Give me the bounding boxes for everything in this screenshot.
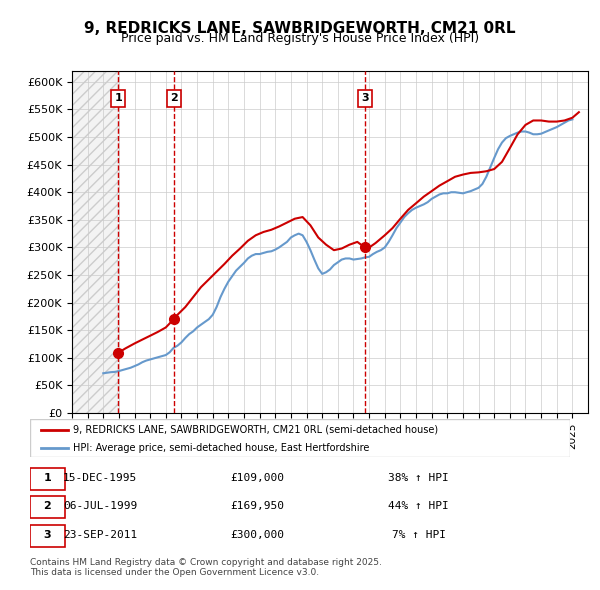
Text: 7% ↑ HPI: 7% ↑ HPI bbox=[392, 530, 446, 540]
Text: 9, REDRICKS LANE, SAWBRIDGEWORTH, CM21 0RL: 9, REDRICKS LANE, SAWBRIDGEWORTH, CM21 0… bbox=[84, 21, 516, 35]
Text: 9, REDRICKS LANE, SAWBRIDGEWORTH, CM21 0RL (semi-detached house): 9, REDRICKS LANE, SAWBRIDGEWORTH, CM21 0… bbox=[73, 425, 439, 435]
Text: £169,950: £169,950 bbox=[230, 501, 284, 511]
FancyBboxPatch shape bbox=[30, 496, 65, 518]
Text: 06-JUL-1999: 06-JUL-1999 bbox=[63, 501, 137, 511]
Text: 15-DEC-1995: 15-DEC-1995 bbox=[63, 474, 137, 483]
Text: 38% ↑ HPI: 38% ↑ HPI bbox=[388, 474, 449, 483]
Text: 23-SEP-2011: 23-SEP-2011 bbox=[63, 530, 137, 540]
Text: Contains HM Land Registry data © Crown copyright and database right 2025.
This d: Contains HM Land Registry data © Crown c… bbox=[30, 558, 382, 577]
FancyBboxPatch shape bbox=[30, 468, 65, 490]
FancyBboxPatch shape bbox=[30, 525, 65, 547]
Text: Price paid vs. HM Land Registry's House Price Index (HPI): Price paid vs. HM Land Registry's House … bbox=[121, 32, 479, 45]
Text: 1: 1 bbox=[114, 93, 122, 103]
Text: HPI: Average price, semi-detached house, East Hertfordshire: HPI: Average price, semi-detached house,… bbox=[73, 442, 370, 453]
FancyBboxPatch shape bbox=[30, 419, 570, 457]
Text: 3: 3 bbox=[361, 93, 368, 103]
Bar bbox=[72, 71, 118, 413]
Text: 3: 3 bbox=[43, 530, 51, 540]
Text: 2: 2 bbox=[43, 501, 51, 511]
Text: 44% ↑ HPI: 44% ↑ HPI bbox=[388, 501, 449, 511]
Text: £109,000: £109,000 bbox=[230, 474, 284, 483]
Bar bbox=[72, 71, 118, 413]
Text: £300,000: £300,000 bbox=[230, 530, 284, 540]
Text: 1: 1 bbox=[43, 474, 51, 483]
Text: 2: 2 bbox=[170, 93, 178, 103]
